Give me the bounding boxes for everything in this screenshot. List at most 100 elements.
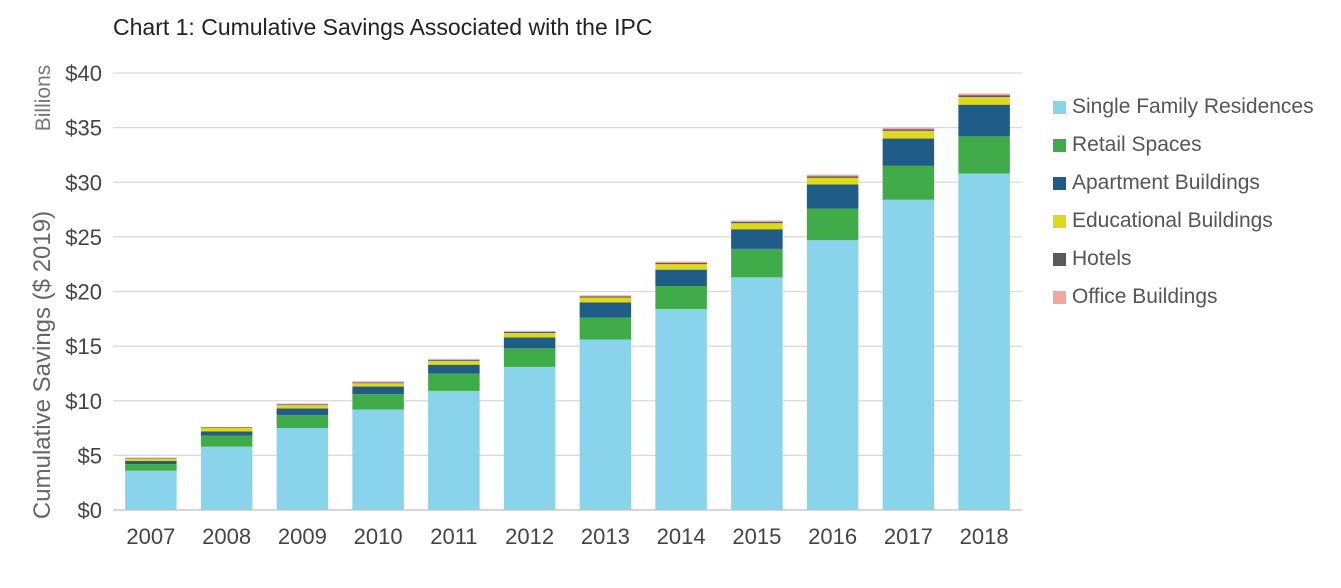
- bar-segment: [352, 383, 404, 387]
- gridlines: [113, 72, 1022, 511]
- bar-segment: [655, 269, 707, 287]
- bar-segment: [579, 296, 632, 298]
- bar-segment: [200, 446, 253, 510]
- bar-segment: [806, 176, 859, 178]
- legend-item: Retail Spaces: [1053, 126, 1314, 164]
- legend-item: Apartment Buildings: [1053, 164, 1314, 202]
- legend-swatch: [1053, 100, 1066, 114]
- y-tick-label: $35: [65, 116, 102, 141]
- x-tick-label: 2013: [581, 524, 630, 549]
- bar-segment: [276, 428, 329, 510]
- legend-item: Educational Buildings: [1053, 202, 1314, 240]
- y-tick-label: $30: [65, 170, 102, 195]
- legend-label: Office Buildings: [1072, 285, 1218, 308]
- legend-swatch: [1053, 252, 1066, 266]
- bar-segment: [882, 138, 935, 166]
- legend-label: Single Family Residences: [1072, 95, 1314, 118]
- x-tick-labels: 2007 2008 2009 2010 2011 2012 2013 2014 2015 2016…: [126, 524, 1008, 549]
- legend-item: Hotels: [1053, 240, 1314, 278]
- y-tick-label: $40: [65, 61, 102, 86]
- bar-segment: [503, 366, 556, 510]
- bar-segment: [503, 333, 556, 338]
- legend: Single Family Residences Retail Spaces Apa…: [1053, 88, 1314, 316]
- bar-segment: [503, 337, 556, 349]
- legend-label: Apartment Buildings: [1072, 171, 1260, 194]
- x-tick-label: 2015: [732, 524, 781, 549]
- x-tick-label: 2016: [808, 524, 857, 549]
- bar-segment: [276, 405, 329, 409]
- bar-segment: [503, 331, 556, 334]
- bar-segment: [731, 248, 783, 278]
- bar-segment: [200, 435, 253, 447]
- x-tick-label: 2009: [278, 524, 327, 549]
- x-tick-label: 2007: [126, 524, 175, 549]
- bar-segment: [806, 174, 859, 177]
- bar-segment: [428, 364, 480, 374]
- bar-segment: [882, 129, 935, 131]
- x-tick-label: 2018: [960, 524, 1009, 549]
- bar-segment: [731, 229, 783, 249]
- bar-segment: [200, 426, 253, 428]
- bar-segment: [882, 127, 935, 130]
- bar-segment: [806, 184, 859, 209]
- bar-segment: [655, 262, 707, 265]
- bar-segment: [579, 295, 632, 297]
- legend-swatch: [1053, 138, 1066, 152]
- x-tick-label: 2017: [884, 524, 933, 549]
- legend-item: Single Family Residences: [1053, 88, 1314, 126]
- bar-segment: [276, 404, 329, 406]
- bar-segment: [276, 414, 329, 429]
- bar-segment: [352, 381, 404, 383]
- bar-segment: [579, 339, 632, 510]
- units-label: Billions: [32, 65, 55, 132]
- bar-segment: [655, 261, 707, 263]
- bar-segment: [655, 308, 707, 510]
- bar-segment: [125, 458, 177, 461]
- bar-segment: [731, 223, 783, 230]
- bar-segment: [806, 240, 859, 510]
- bar-segment: [958, 97, 1010, 105]
- bar-segment: [428, 358, 480, 360]
- bar-segment: [579, 317, 632, 340]
- bar-segment: [352, 409, 404, 510]
- bar-segment: [958, 93, 1010, 96]
- bar-segment: [200, 431, 253, 436]
- x-tick-label: 2008: [202, 524, 251, 549]
- y-axis-title: Cumulative Savings ($ 2019): [29, 211, 56, 519]
- bar-segment: [428, 360, 480, 365]
- bar-segment: [428, 373, 480, 391]
- bar-segment: [882, 165, 935, 200]
- legend-label: Retail Spaces: [1072, 133, 1202, 156]
- bar-segment: [731, 220, 783, 222]
- bar-segment: [352, 386, 404, 395]
- x-tick-label: 2010: [354, 524, 403, 549]
- legend-swatch: [1053, 290, 1066, 304]
- bar-segment: [806, 177, 859, 185]
- bar-segment: [125, 458, 177, 459]
- bar-segment: [125, 460, 177, 465]
- bars: [125, 93, 1010, 511]
- x-tick-label: 2012: [505, 524, 554, 549]
- x-tick-label: 2014: [657, 524, 706, 549]
- chart-title: Chart 1: Cumulative Savings Associated w…: [113, 14, 653, 40]
- y-tick-labels: $0 $5 $10 $15 $20 $25 $30 $35 $40: [65, 61, 102, 523]
- legend-label: Educational Buildings: [1072, 209, 1273, 232]
- bar-segment: [806, 208, 859, 241]
- bar-segment: [125, 470, 177, 510]
- bar-segment: [882, 130, 935, 139]
- bar-segment: [428, 390, 480, 510]
- legend-item: Office Buildings: [1053, 278, 1314, 316]
- y-tick-label: $25: [65, 225, 102, 250]
- bar-segment: [958, 104, 1010, 137]
- y-tick-label: $10: [65, 389, 102, 414]
- legend-swatch: [1053, 176, 1066, 190]
- bar-segment: [579, 297, 632, 303]
- bar-segment: [125, 464, 177, 471]
- bar-segment: [125, 457, 177, 459]
- y-tick-label: $0: [78, 498, 102, 523]
- legend-label: Hotels: [1072, 247, 1132, 270]
- bar-segment: [503, 330, 556, 332]
- bar-segment: [200, 428, 253, 432]
- bar-segment: [579, 302, 632, 318]
